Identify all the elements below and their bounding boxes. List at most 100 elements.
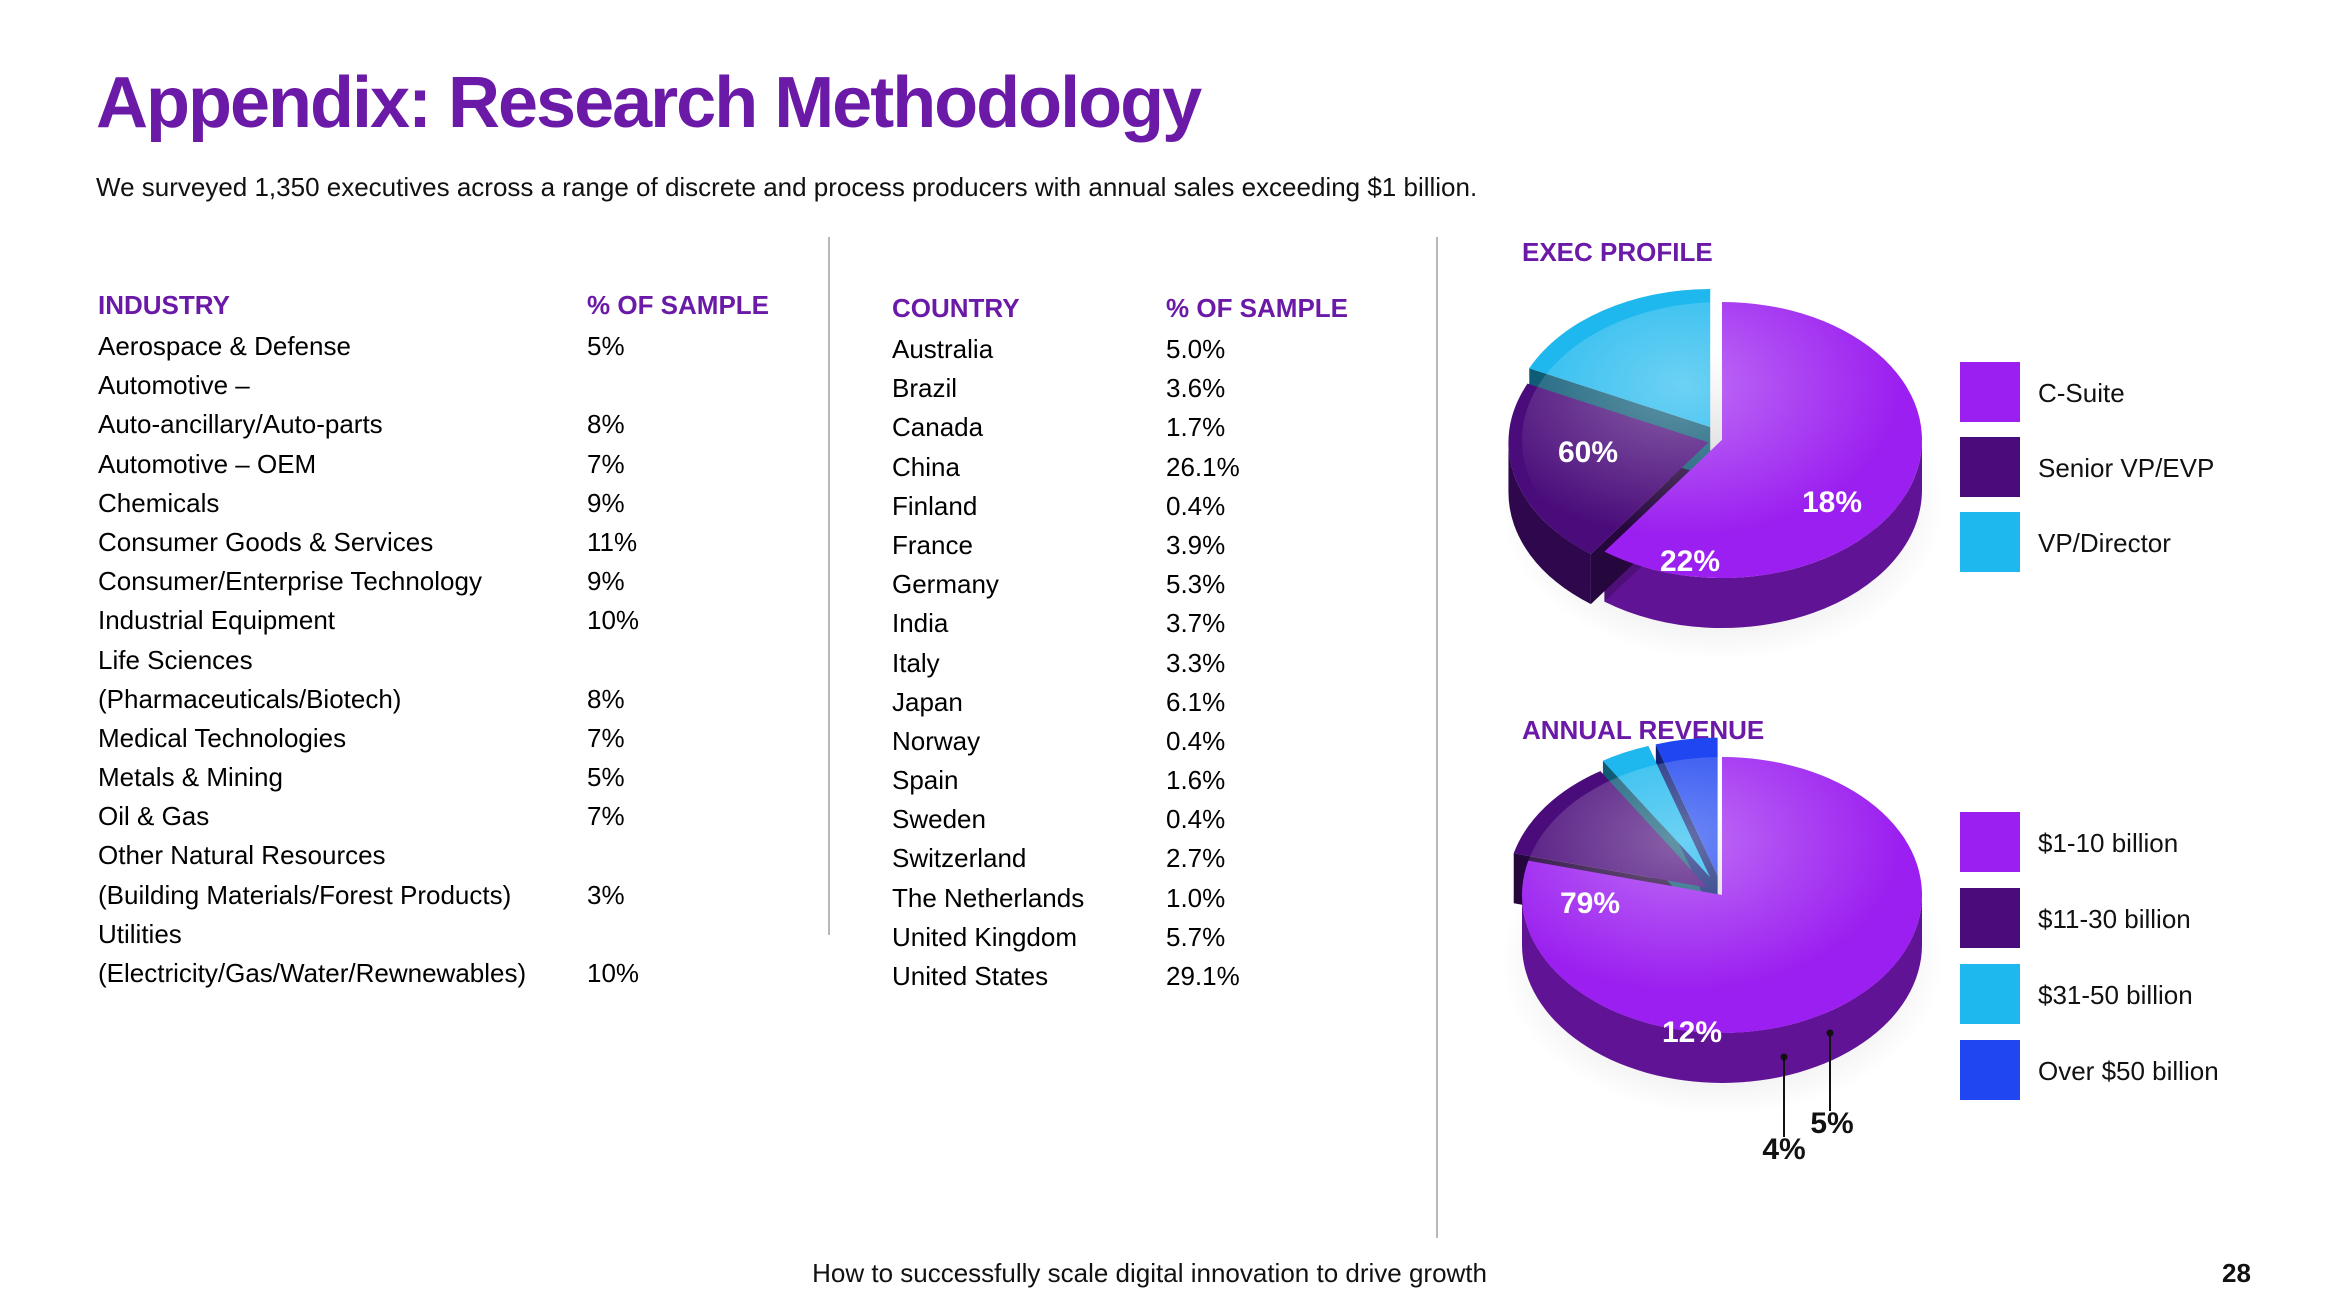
page-number: 28 [2222, 1258, 2251, 1288]
legend-label: $31-50 billion [2038, 980, 2193, 1010]
country-name: United States [892, 961, 1049, 991]
country-name: Brazil [892, 373, 958, 404]
country-name: Australia [892, 334, 994, 364]
country-name: Norway [892, 725, 981, 756]
industry-name: Utilities [98, 918, 182, 949]
legend-swatch [1960, 362, 2020, 422]
industry-name: Automotive – OEM [98, 448, 317, 479]
legend-swatch [1960, 1040, 2020, 1100]
industry-name: (Pharmaceuticals/Biotech) [98, 683, 402, 714]
legend-swatch [1960, 812, 2020, 872]
country-value: 5.7% [1166, 921, 1226, 952]
country-name: India [892, 608, 949, 639]
industry-value: 9% [587, 487, 625, 518]
legend-swatch [1960, 888, 2020, 948]
industry-value: 10% [587, 605, 640, 636]
industry-name: Industrial Equipment [98, 605, 336, 636]
annual-revenue-legend: $1-10 billion $11-30 billion $31-50 billio… [1960, 812, 2300, 1102]
industry-sample-header: % OF SAMPLE [587, 290, 770, 320]
country-value: 3.3% [1166, 647, 1226, 678]
industry-name: Auto-ancillary/Auto-parts [98, 409, 383, 440]
legend-label: VP/Director [2038, 528, 2171, 558]
country-value: 3.6% [1166, 373, 1226, 404]
country-name: United Kingdom [892, 921, 1077, 952]
pie-slice-side [1604, 440, 1922, 628]
industry-name: Life Sciences [98, 644, 253, 675]
pie-label-dot [1780, 1053, 1788, 1061]
pie-data-label: 4% [1762, 1133, 1805, 1166]
country-value: 1.0% [1166, 882, 1226, 913]
industry-value: 5% [587, 762, 625, 793]
column-divider-right [1436, 237, 1438, 1238]
legend-swatch [1960, 437, 2020, 497]
annual-revenue-title: ANNUAL REVENUE [1522, 715, 1765, 745]
country-value: 6.1% [1166, 686, 1226, 717]
annual-revenue-pie-chart: 79% 12% 4%5% [1500, 737, 1944, 1166]
country-name: Canada [892, 412, 984, 443]
legend-swatch [1960, 512, 2020, 572]
exec-profile-legend: C-Suite Senior VP/EVP VP/Director [1960, 362, 2300, 572]
industry-value: 11% [587, 526, 638, 557]
country-value: 3.7% [1166, 608, 1226, 639]
industry-header: INDUSTRY [98, 290, 230, 320]
country-name: Germany [892, 569, 999, 600]
industry-name: Metals & Mining [98, 762, 283, 793]
country-value: 5.0% [1166, 334, 1226, 364]
legend-label: C-Suite [2038, 378, 2125, 408]
pie-data-label: 60% [1558, 436, 1618, 469]
legend-item: $1-10 billion [1960, 812, 2300, 872]
pie-data-label: 5% [1810, 1107, 1853, 1140]
legend-item: C-Suite [1960, 362, 2300, 422]
column-divider-left [828, 237, 830, 935]
pie-data-label: 18% [1802, 486, 1862, 519]
industry-name: Chemicals [98, 487, 220, 518]
page-title: Appendix: Research Methodology [96, 63, 1202, 143]
legend-item: Senior VP/EVP [1960, 437, 2300, 497]
country-value: 1.6% [1166, 765, 1226, 796]
industry-value: 7% [587, 722, 625, 753]
legend-item: $11-30 billion [1960, 888, 2300, 948]
industry-value: 7% [587, 801, 625, 832]
industry-name: (Electricity/Gas/Water/Rewnewables) [98, 958, 527, 988]
country-value: 29.1% [1166, 961, 1240, 991]
industry-value: 8% [587, 683, 625, 714]
industry-value: 10% [587, 958, 640, 988]
footer-text: How to successfully scale digital innova… [812, 1258, 1487, 1288]
industry-value: 9% [587, 566, 625, 597]
legend-item: $31-50 billion [1960, 964, 2300, 1024]
legend-label: Senior VP/EVP [2038, 453, 2215, 483]
country-value: 2.7% [1166, 843, 1226, 874]
country-value: 26.1% [1166, 451, 1240, 482]
country-value: 0.4% [1166, 490, 1226, 521]
country-name: Italy [892, 647, 940, 678]
country-name: The Netherlands [892, 882, 1085, 913]
country-value: 0.4% [1166, 725, 1226, 756]
country-header: COUNTRY [892, 293, 1020, 323]
country-value: 3.9% [1166, 529, 1226, 560]
country-name: Sweden [892, 804, 986, 835]
country-value: 1.7% [1166, 412, 1226, 443]
industry-value: 8% [587, 409, 625, 440]
country-name: Japan [892, 686, 963, 717]
legend-label: $11-30 billion [2038, 904, 2191, 934]
pie-slice-side [1522, 895, 1922, 1083]
country-name: Switzerland [892, 843, 1027, 874]
country-sample-header: % OF SAMPLE [1166, 293, 1349, 323]
industry-value: 3% [587, 879, 625, 910]
country-table: COUNTRY % OF SAMPLE Australia 5.0% Brazil 3… [892, 293, 1392, 1013]
industry-name: Other Natural Resources [98, 840, 386, 871]
page-subtitle: We surveyed 1,350 executives across a ra… [96, 172, 1478, 202]
country-name: Finland [892, 490, 978, 521]
pie-label-dot [1826, 1029, 1834, 1037]
industry-name: Aerospace & Defense [98, 331, 351, 361]
exec-profile-pie-chart: 60% 22% 18% [1500, 288, 1944, 660]
pie-data-label: 79% [1560, 887, 1620, 920]
legend-item: VP/Director [1960, 512, 2300, 572]
country-value: 0.4% [1166, 804, 1226, 835]
industry-name: Oil & Gas [98, 801, 210, 832]
country-value: 5.3% [1166, 569, 1226, 600]
country-name: France [892, 529, 973, 560]
industry-value: 5% [587, 331, 625, 361]
industry-name: Consumer Goods & Services [98, 526, 434, 557]
industry-name: Automotive – [98, 370, 250, 401]
